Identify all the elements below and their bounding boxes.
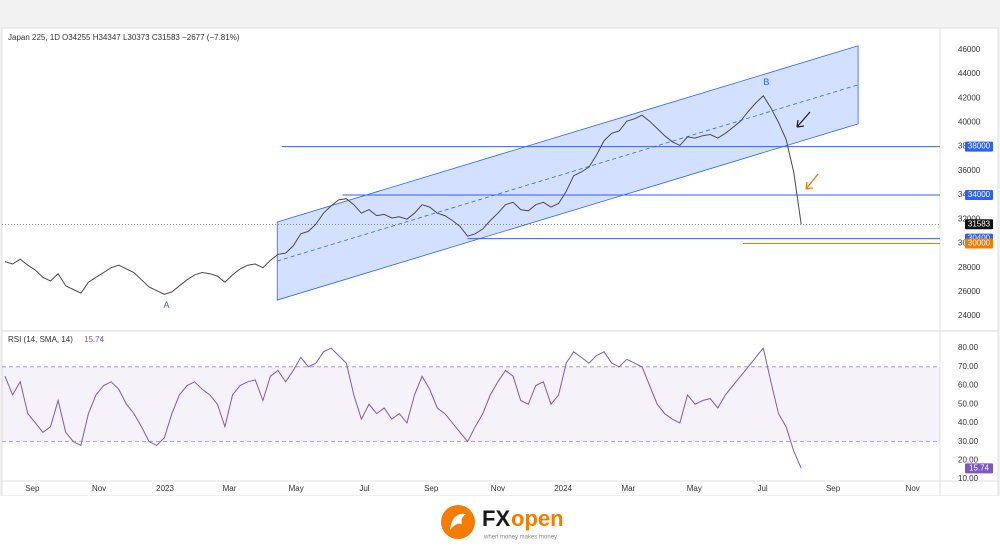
last-price-badge-label: 31583 bbox=[968, 219, 991, 228]
level-badge-label: 34000 bbox=[968, 190, 991, 199]
level-badge: 38000 bbox=[965, 141, 993, 152]
level-badge-label: 30000 bbox=[968, 239, 991, 248]
y-tick-label: 10.00 bbox=[958, 474, 979, 483]
channel-mid bbox=[277, 84, 859, 262]
x-tick-label: May bbox=[289, 484, 304, 493]
x-tick-label: Nov bbox=[491, 484, 505, 493]
x-tick-label: May bbox=[687, 484, 702, 493]
y-tick-label: 70.00 bbox=[958, 362, 979, 371]
last-price-badge-bg bbox=[965, 219, 993, 230]
logo-glyph bbox=[450, 513, 466, 530]
ohlc-readout: O34255 H34347 L30373 C31583 −2677 (−7.81… bbox=[62, 33, 240, 42]
brand-name-b: open bbox=[511, 506, 564, 531]
y-tick-label: 42000 bbox=[958, 93, 981, 102]
y-tick-label: 40000 bbox=[958, 118, 981, 127]
annotation: A bbox=[164, 300, 170, 310]
y-tick-label: 28000 bbox=[958, 263, 981, 272]
x-tick-label: Mar bbox=[621, 484, 635, 493]
y-tick-label: 44000 bbox=[958, 69, 981, 78]
rsi-readout: 15.74 bbox=[84, 335, 105, 344]
arrow-orange bbox=[805, 173, 819, 190]
level-badge-label: 38000 bbox=[968, 142, 991, 151]
x-tick-label: Sep bbox=[25, 484, 40, 493]
y-tick-label: 40.00 bbox=[958, 418, 979, 427]
x-tick-label: Mar bbox=[223, 484, 237, 493]
x-tick-label: Sep bbox=[826, 484, 841, 493]
footer bbox=[0, 496, 1000, 549]
x-tick-label: Nov bbox=[906, 484, 920, 493]
y-tick-label: 46000 bbox=[958, 45, 981, 54]
y-tick-label: 30.00 bbox=[958, 437, 979, 446]
series-line bbox=[4, 346, 802, 469]
brand-tagline: when money makes money bbox=[483, 535, 557, 541]
arrow-black bbox=[796, 111, 811, 128]
level-badge-bg bbox=[965, 190, 993, 201]
annotation: B bbox=[763, 77, 769, 87]
series-line bbox=[4, 95, 802, 295]
x-tick-label: Jul bbox=[359, 484, 369, 493]
y-tick-label: 60.00 bbox=[958, 381, 979, 390]
level-badge-bg bbox=[965, 141, 993, 152]
x-tick-label: 2023 bbox=[156, 484, 174, 493]
y-tick-label: 50.00 bbox=[958, 399, 979, 408]
brand-logo: FX open when money makes money bbox=[441, 505, 564, 541]
rsi-band bbox=[2, 366, 940, 442]
y-tick-label: 80.00 bbox=[958, 343, 979, 352]
rsi-last-badge-label: 15.74 bbox=[969, 463, 990, 472]
x-tick-label: 2024 bbox=[554, 484, 572, 493]
chart-title: Japan 225, 1D bbox=[8, 33, 60, 42]
level-badge-label: 30400 bbox=[968, 234, 991, 243]
y-tick-label: 36000 bbox=[958, 166, 981, 175]
level-badge-bg bbox=[965, 238, 993, 249]
rsi-title: RSI (14, SMA, 14) bbox=[8, 335, 73, 344]
chart-panel bbox=[1, 27, 999, 497]
rsi-last-badge: 15.74 bbox=[965, 463, 993, 474]
y-tick-label: 24000 bbox=[958, 311, 981, 320]
y-tick-label: 20.00 bbox=[958, 455, 979, 464]
last-price-badge: 31583 bbox=[965, 219, 993, 230]
y-tick-label: 26000 bbox=[958, 287, 981, 296]
x-tick-label: Jul bbox=[757, 484, 767, 493]
level-badge: 30000 bbox=[965, 238, 993, 249]
x-tick-label: Sep bbox=[424, 484, 439, 493]
y-tick-label: 32000 bbox=[958, 214, 981, 223]
level-badge: 34000 bbox=[965, 190, 993, 201]
x-tick-label: Nov bbox=[92, 484, 106, 493]
brand-name-a: FX bbox=[482, 506, 510, 531]
rsi-last-badge-bg bbox=[965, 463, 993, 474]
